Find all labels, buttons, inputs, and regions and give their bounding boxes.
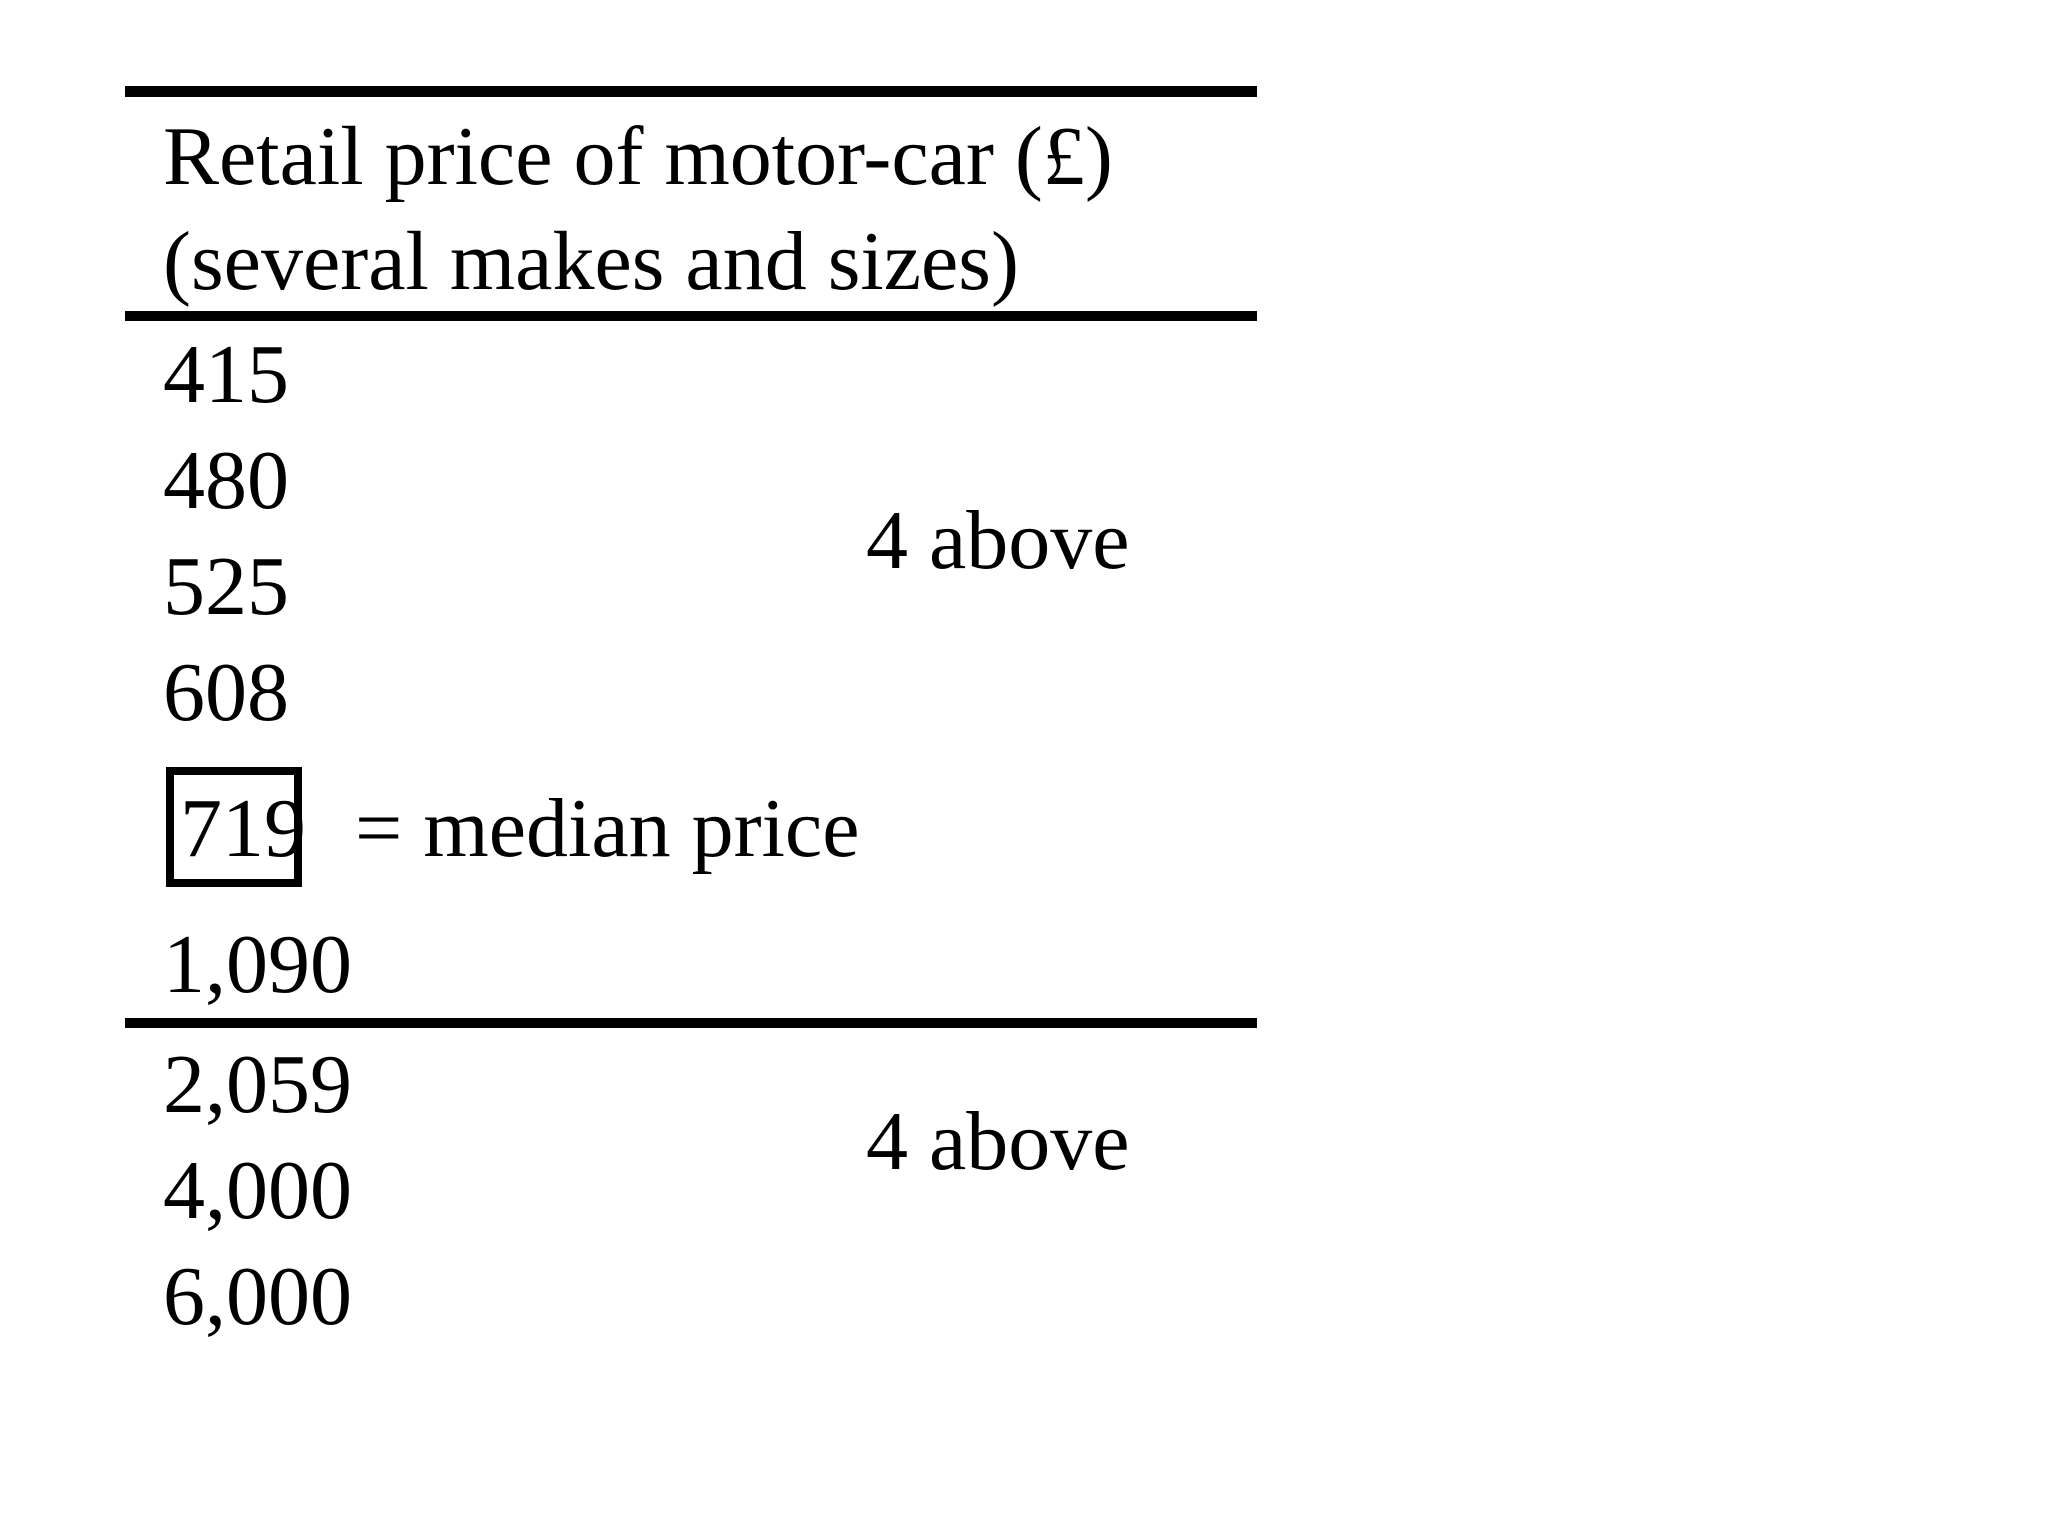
median-highlight-box xyxy=(166,767,302,887)
header-divider-rule xyxy=(125,311,1257,321)
median-price-label: = median price xyxy=(355,782,860,875)
column-header-line-2: (several makes and sizes) xyxy=(163,215,1019,308)
median-price-value: 719 xyxy=(180,782,306,875)
price-value: 2,059 xyxy=(163,1038,352,1131)
group-label-upper-four: 4 above xyxy=(866,1095,1130,1188)
quartile-divider-rule xyxy=(125,1018,1257,1028)
price-value: 415 xyxy=(163,328,289,421)
price-value: 525 xyxy=(163,540,289,633)
table-top-rule xyxy=(125,86,1257,97)
group-label-lower-four: 4 above xyxy=(866,494,1130,587)
price-value: 1,090 xyxy=(163,918,352,1011)
price-value: 4,000 xyxy=(163,1144,352,1237)
column-header-line-1: Retail price of motor-car (£) xyxy=(163,110,1113,203)
price-value: 608 xyxy=(163,646,289,739)
price-value: 480 xyxy=(163,434,289,527)
price-value: 6,000 xyxy=(163,1250,352,1343)
